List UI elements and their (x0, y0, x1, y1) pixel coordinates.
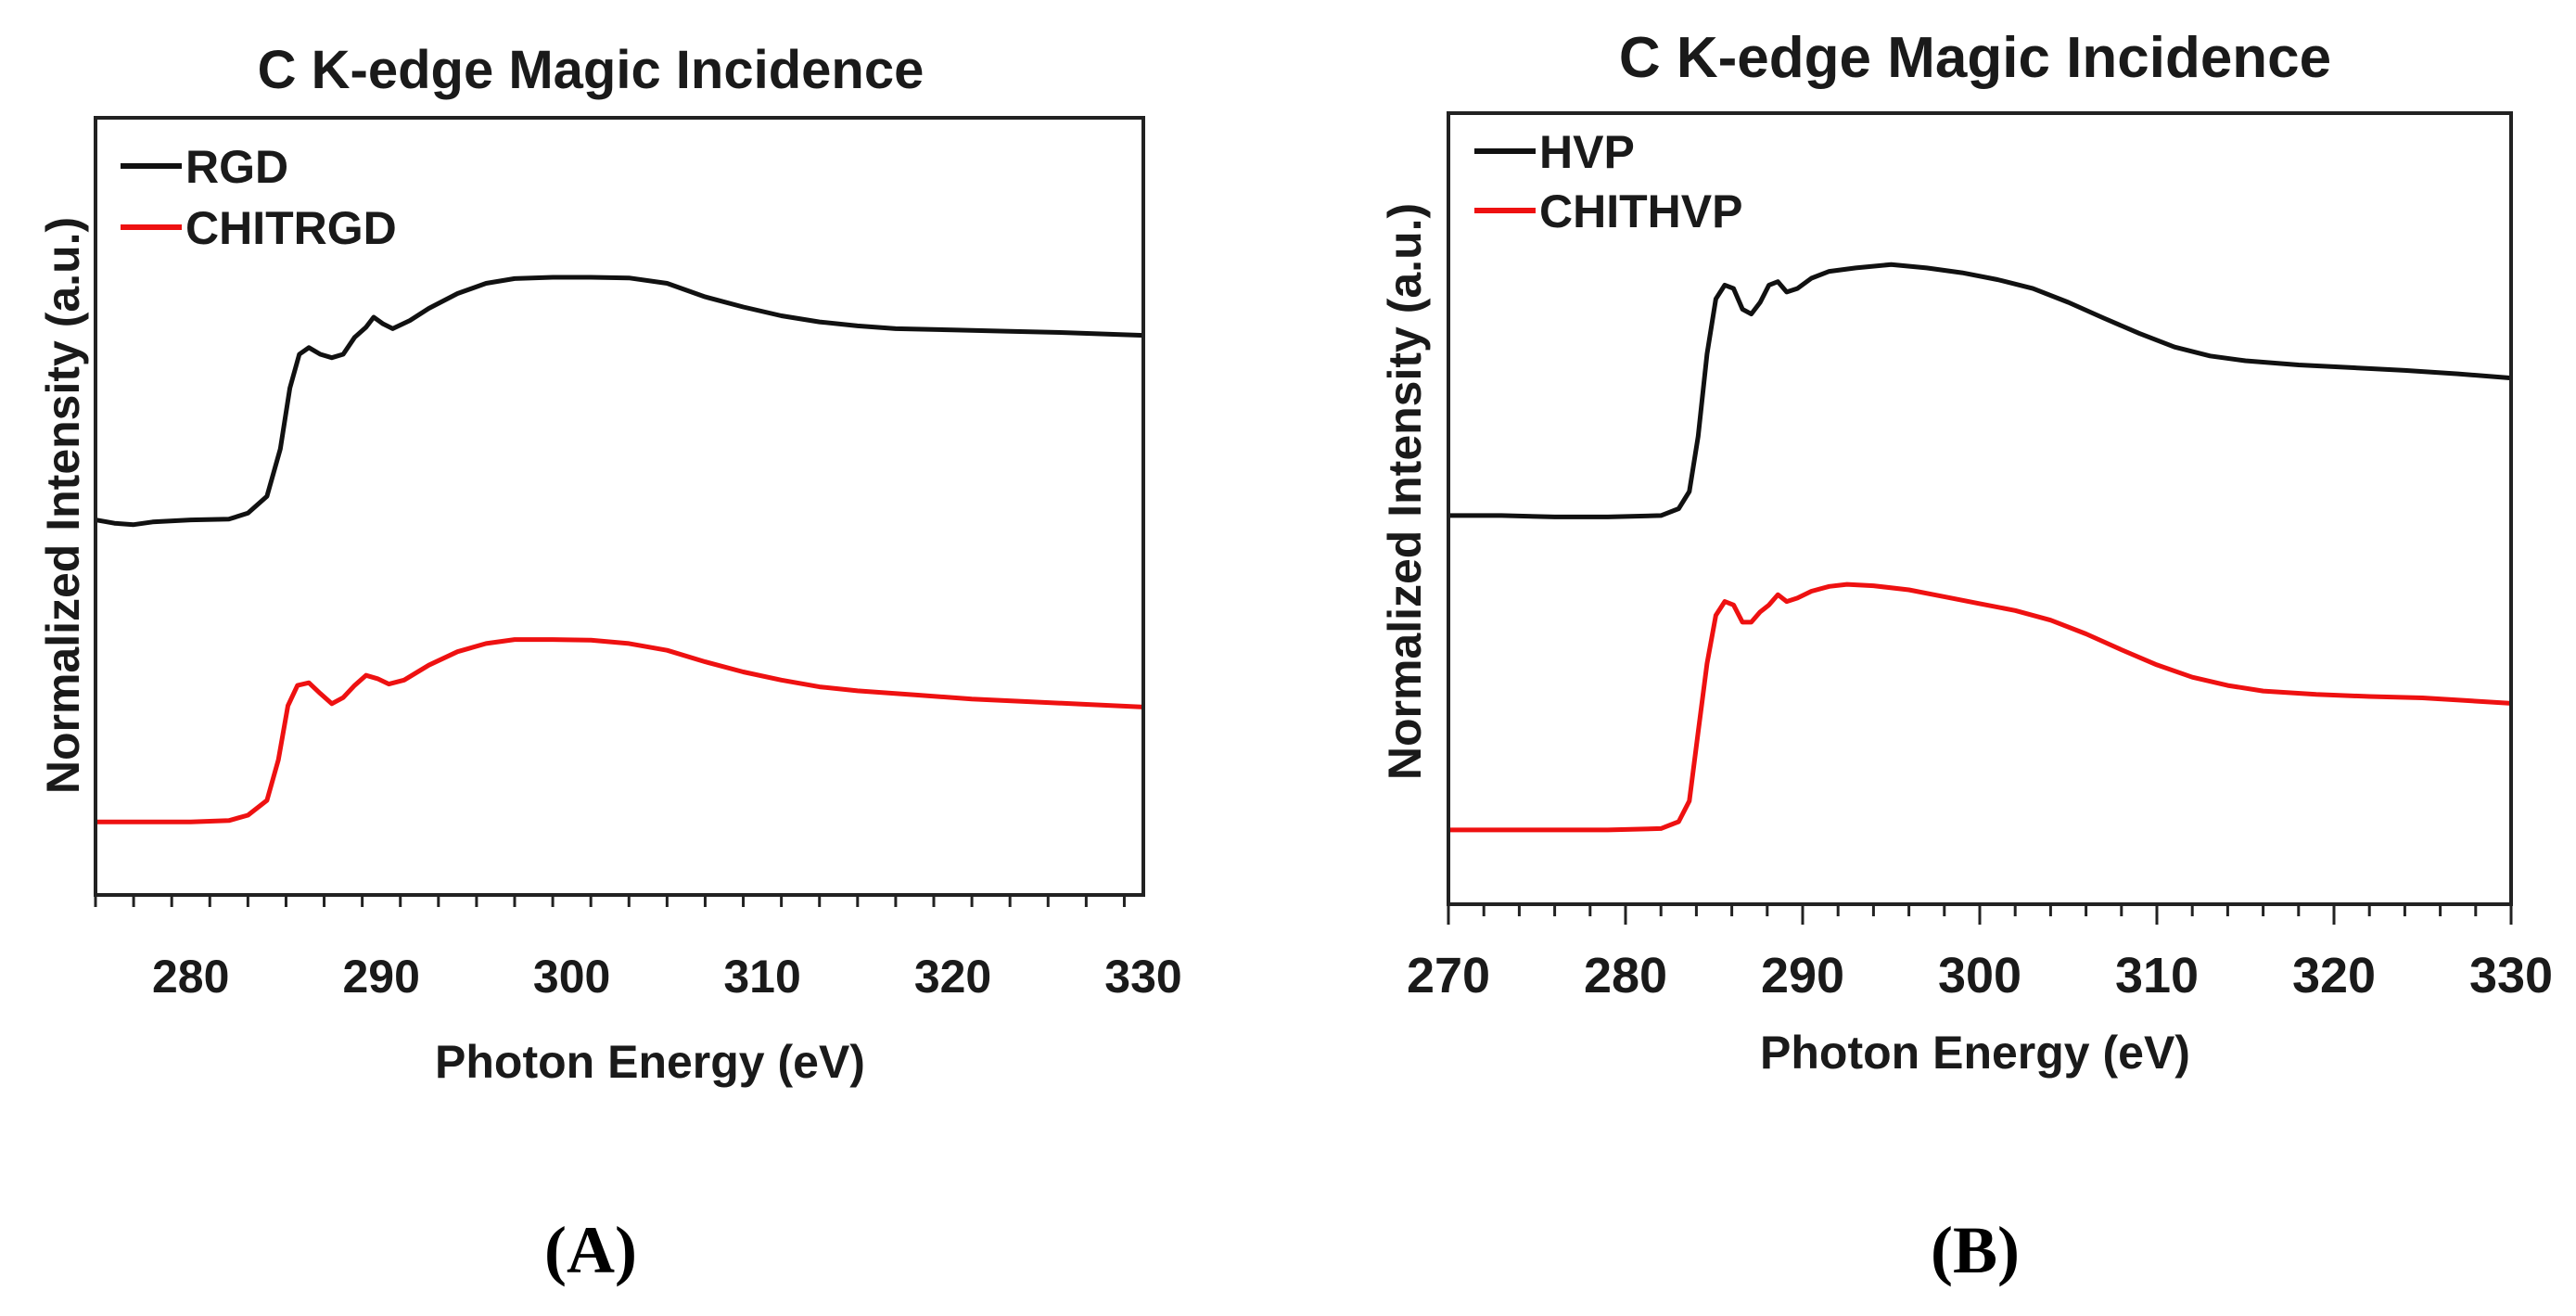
y-axis-label: Normalized Intensity (a.u.) (37, 217, 89, 794)
chart-panel-a: C K-edge Magic Incidence Normalized Inte… (37, 40, 1182, 1287)
x-tick-label: 280 (152, 951, 229, 1003)
series-line-rgd (95, 275, 1144, 528)
chart-panel-b: C K-edge Magic Incidence Normalized Inte… (1379, 26, 2553, 1287)
chart-title: C K-edge Magic Incidence (258, 40, 925, 100)
y-axis-label: Normalized Intensity (a.u.) (1379, 203, 1431, 780)
series-line-chitrgd (96, 637, 1144, 824)
series-layer (1448, 262, 2512, 833)
x-axis-ticks: 280 290 300 310 320 330 (94, 895, 1182, 1003)
x-tick-label: 290 (342, 951, 419, 1003)
legend: HVP CHITHVP (1474, 126, 1742, 237)
legend-label-hvp: HVP (1539, 126, 1635, 178)
chart-title: C K-edge Magic Incidence (1619, 26, 2331, 90)
x-tick-label: 280 (1584, 948, 1667, 1003)
x-tick-label: 300 (1938, 948, 2021, 1003)
x-tick-label: 320 (2292, 948, 2376, 1003)
x-tick-label: 330 (2469, 948, 2553, 1003)
x-tick-label: 320 (914, 951, 991, 1003)
series-layer (95, 275, 1144, 824)
panel-label-a: (A) (544, 1213, 637, 1287)
x-tick-label: 270 (1407, 948, 1490, 1003)
legend: RGD CHITRGD (121, 141, 397, 254)
series-line-chithvp (1448, 581, 2512, 833)
x-tick-label: 310 (723, 951, 800, 1003)
series-line-hvp (1448, 262, 2512, 519)
x-axis-label: Photon Energy (eV) (1760, 1027, 2190, 1079)
legend-label-rgd: RGD (185, 141, 288, 193)
x-tick-label: 300 (533, 951, 610, 1003)
x-axis-ticks: 270 280 290 300 310 320 330 (1407, 904, 2553, 1003)
x-tick-label: 310 (2115, 948, 2199, 1003)
x-axis-label: Photon Energy (eV) (435, 1036, 865, 1088)
legend-label-chitrgd: CHITRGD (185, 202, 397, 254)
panel-label-b: (B) (1931, 1213, 2020, 1287)
plot-frame (94, 116, 1145, 897)
x-tick-label: 330 (1104, 951, 1181, 1003)
x-tick-label: 290 (1761, 948, 1844, 1003)
legend-label-chithvp: CHITHVP (1539, 185, 1742, 237)
